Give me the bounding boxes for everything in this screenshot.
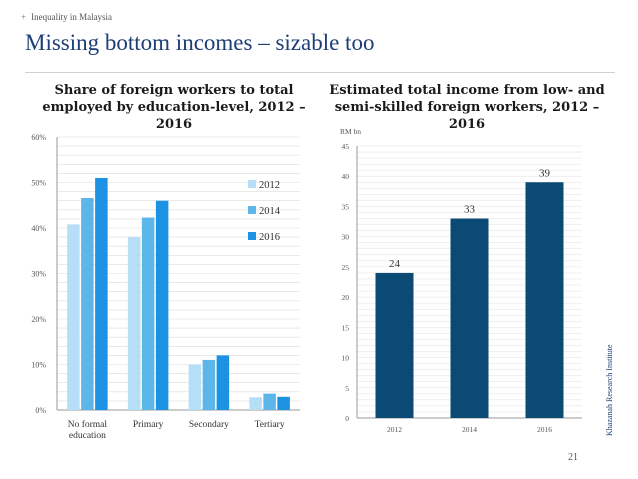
page-number: 21 xyxy=(568,452,578,463)
chart1-bar xyxy=(95,177,108,410)
chart2-y-tick-label: 20 xyxy=(342,293,350,302)
chart2-y-tick-label: 40 xyxy=(342,172,350,181)
chart1-title: Share of foreign workers to total employ… xyxy=(42,83,306,132)
chart1-bar xyxy=(155,200,169,410)
breadcrumb: + Inequality in Malaysia xyxy=(21,12,112,22)
chart2-bar xyxy=(525,182,564,418)
chart2-y-tick-label: 30 xyxy=(342,233,350,242)
source-note: Khazanah Research Institute xyxy=(605,318,615,436)
chart2-x-tick-label: 2016 xyxy=(537,425,552,434)
chart1-y-tick-label: 20% xyxy=(31,315,46,324)
chart1-y-tick-label: 10% xyxy=(31,361,46,370)
chart1-x-tick-label: Tertiary xyxy=(255,420,285,430)
chart2-y-tick-label: 15 xyxy=(342,323,350,332)
chart2-y-tick-label: 35 xyxy=(342,202,350,211)
chart2-y-tick-label: 45 xyxy=(342,142,350,151)
chart2-y-tick-label: 10 xyxy=(342,354,350,363)
chart1-legend-swatch xyxy=(248,180,256,188)
chart1-bar xyxy=(188,364,202,410)
chart1-bar xyxy=(263,393,276,410)
chart1-y-tick-label: 50% xyxy=(31,179,46,188)
chart2-y-tick-label: 25 xyxy=(342,263,350,272)
chart1-bar xyxy=(81,197,94,410)
chart1-legend-label: 2012 xyxy=(259,180,280,191)
chart1-y-tick-label: 30% xyxy=(31,270,46,279)
chart2-data-label: 33 xyxy=(464,204,476,216)
chart1-bar xyxy=(216,355,230,410)
chart1-bar xyxy=(127,237,141,410)
plus-icon: + xyxy=(21,12,27,22)
chart1-x-tick-label: Secondary xyxy=(189,420,229,430)
chart1-legend-swatch xyxy=(248,232,256,240)
chart1-x-tick-label: Primary xyxy=(133,420,164,430)
chart2-x-tick-label: 2012 xyxy=(387,425,402,434)
chart2-y-tick-label: 0 xyxy=(345,414,349,423)
chart2-title: Estimated total income from low- and sem… xyxy=(329,83,605,132)
chart1-y-tick-label: 60% xyxy=(31,133,46,142)
breadcrumb-text: Inequality in Malaysia xyxy=(31,12,113,22)
chart1-bar xyxy=(249,397,262,410)
chart1-y-tick-label: 40% xyxy=(31,224,46,233)
chart1-x-tick-label-line2: education xyxy=(69,431,106,441)
chart1-legend-label: 2014 xyxy=(259,206,281,217)
title-divider xyxy=(25,72,615,73)
chart1-legend-label: 2016 xyxy=(259,232,280,243)
chart2-y-tick-label: 5 xyxy=(345,384,349,393)
chart2-bar xyxy=(450,218,489,418)
chart2-data-label: 39 xyxy=(539,167,551,179)
chart2-bar xyxy=(375,272,414,418)
chart2-data-label: 24 xyxy=(389,258,401,270)
chart2-unit-label: RM bn xyxy=(340,127,361,136)
chart1-bar xyxy=(67,224,80,410)
chart2-x-tick-label: 2014 xyxy=(462,425,477,434)
chart1-bar xyxy=(277,396,290,410)
chart1-bar xyxy=(141,217,155,410)
chart1-legend-swatch xyxy=(248,206,256,214)
chart1-x-tick-label: No formal xyxy=(68,419,108,430)
chart1-bar xyxy=(202,359,216,410)
source-text: Khazanah Research Institute xyxy=(605,344,614,436)
chart1-y-tick-label: 0% xyxy=(35,406,46,415)
page-title: Missing bottom incomes – sizable too xyxy=(25,30,375,55)
